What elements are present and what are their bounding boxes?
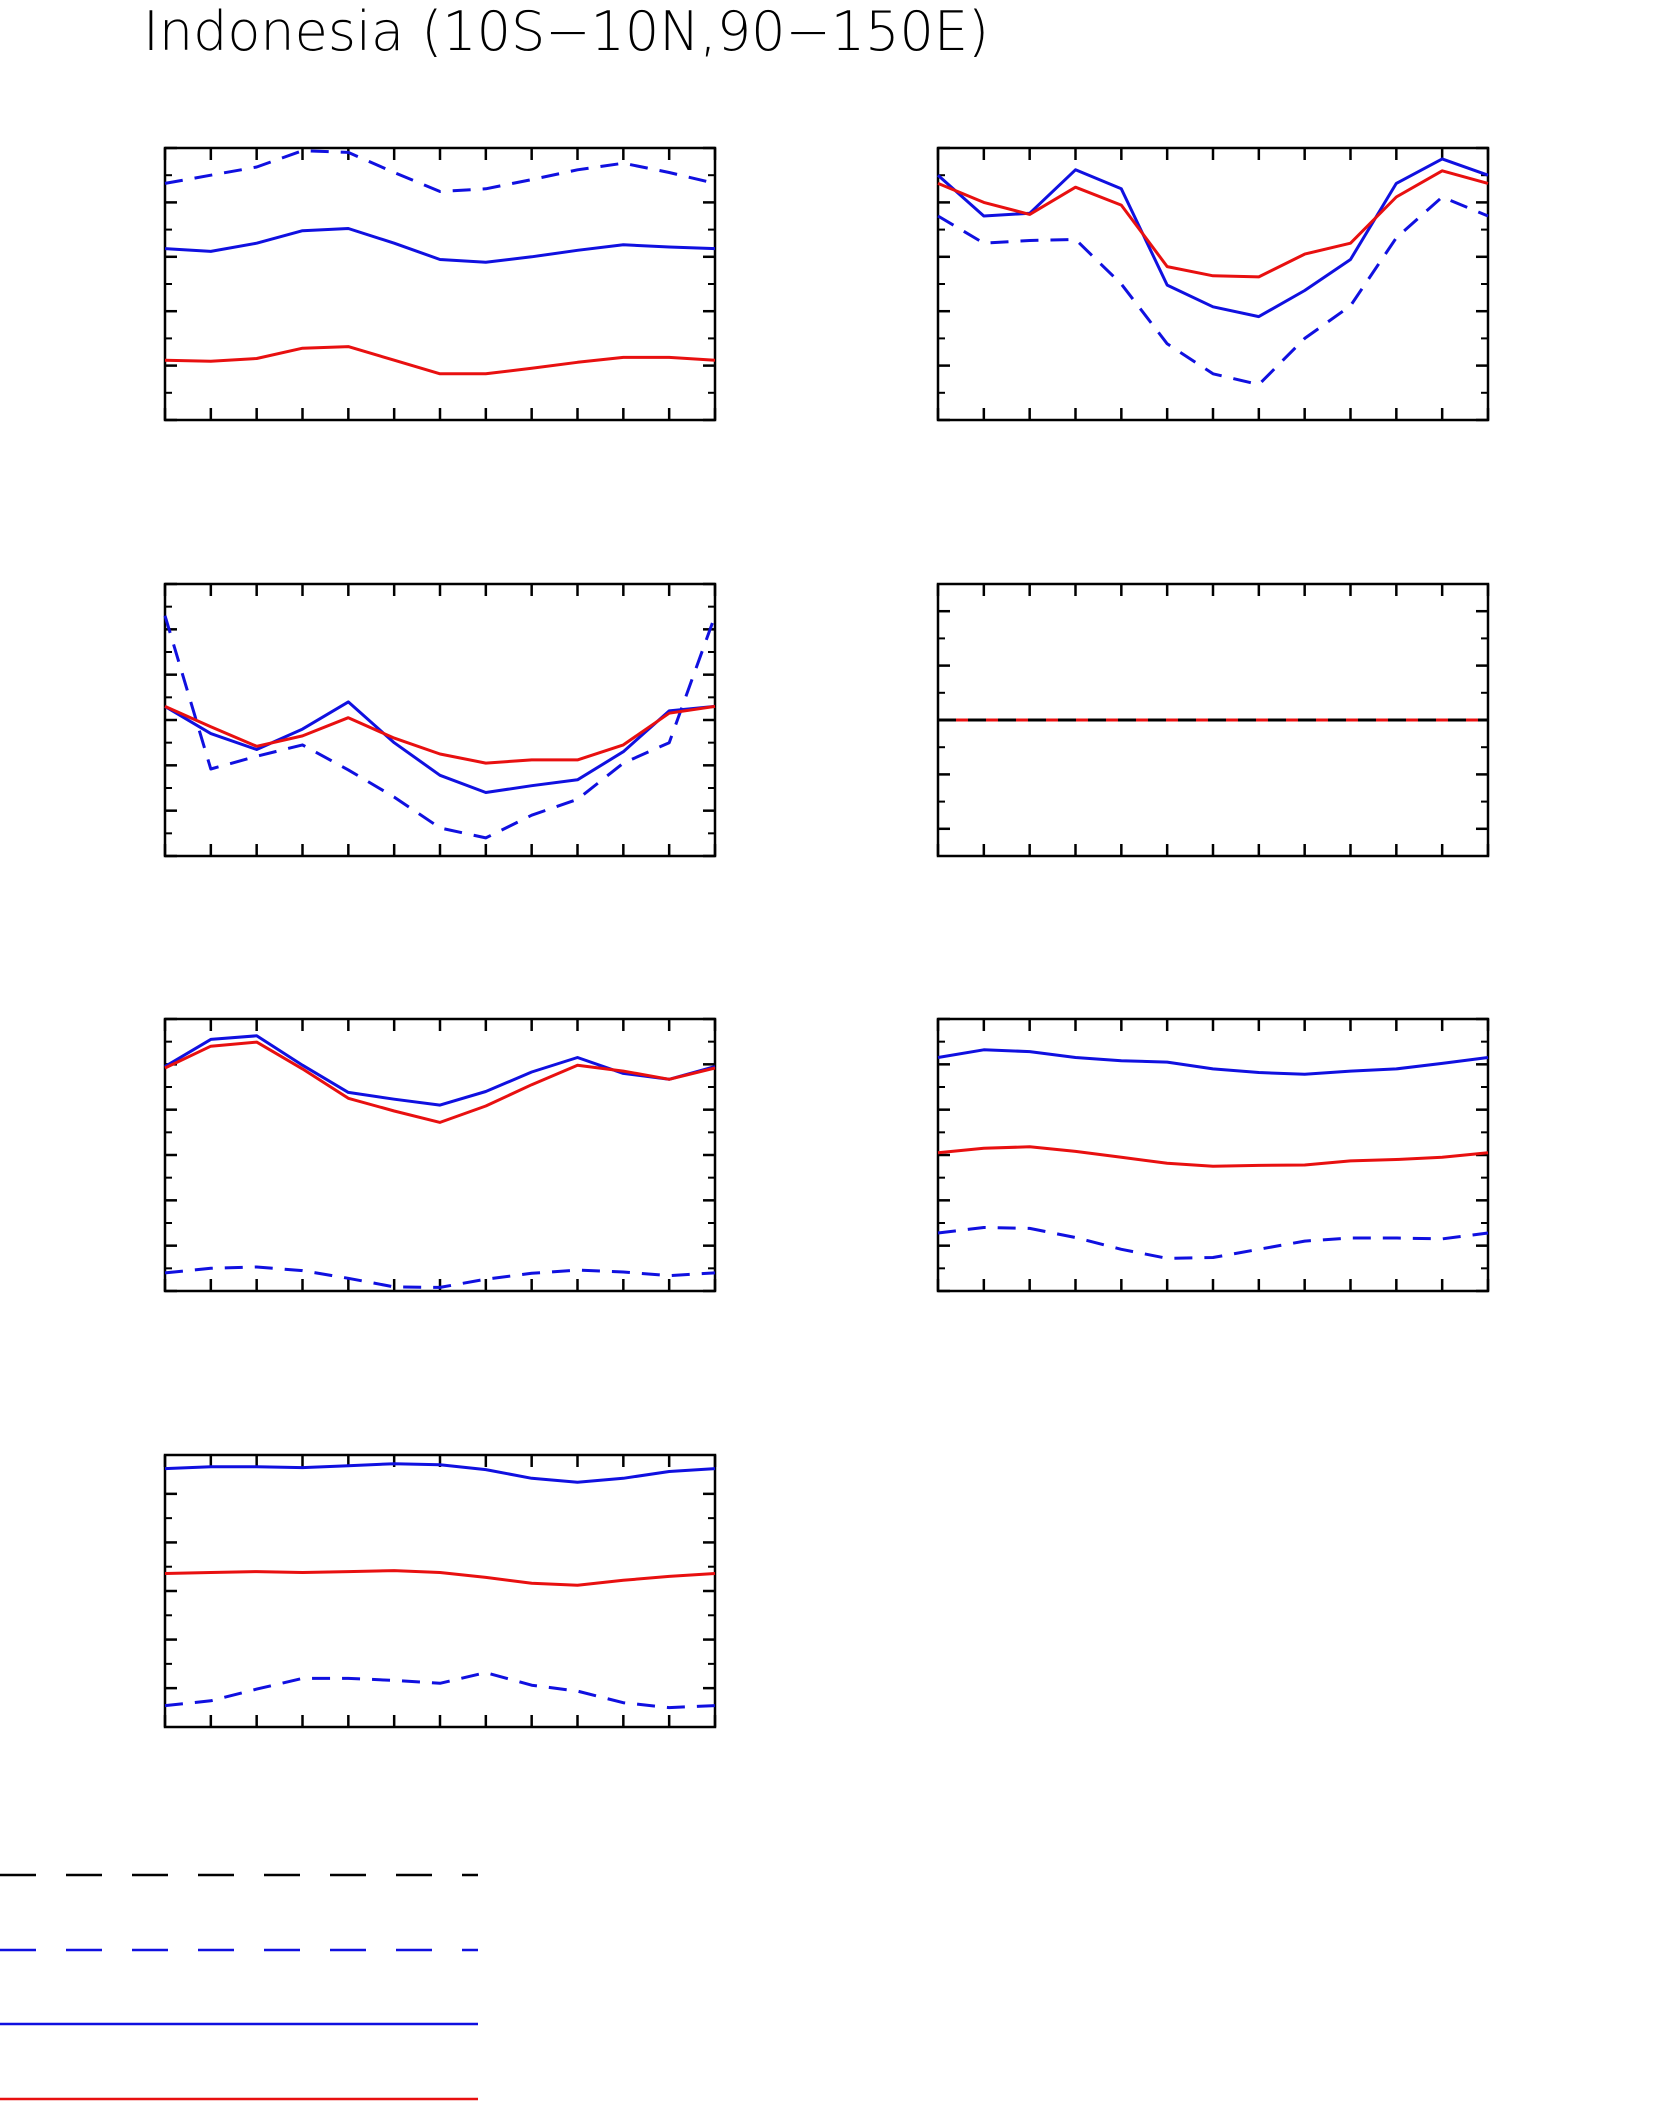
series-line-2 bbox=[937, 157, 1489, 319]
series-line-1 bbox=[164, 149, 716, 193]
legend bbox=[0, 1873, 478, 2101]
series-line-2 bbox=[164, 227, 716, 264]
series-line-1 bbox=[163, 615, 717, 840]
plot-frame bbox=[936, 1017, 1490, 1293]
series-line-3 bbox=[164, 1040, 716, 1124]
chart-panel-5 bbox=[163, 1017, 717, 1293]
series-line-1 bbox=[164, 1671, 716, 1710]
chart-panel-3 bbox=[163, 582, 717, 858]
series-line-3 bbox=[164, 1569, 716, 1587]
plot-frame bbox=[163, 1453, 717, 1729]
series-line-1 bbox=[937, 1226, 1489, 1260]
chart-panel-7 bbox=[163, 1453, 717, 1729]
series-line-3 bbox=[164, 704, 716, 765]
series-line-3 bbox=[164, 345, 716, 376]
plot-frame bbox=[163, 1017, 717, 1293]
chart-panel-4 bbox=[936, 582, 1490, 858]
chart-panels bbox=[163, 146, 1490, 1729]
plot-frame bbox=[163, 146, 717, 422]
series-line-1 bbox=[937, 195, 1489, 387]
series-line-3 bbox=[937, 169, 1489, 279]
series-line-1 bbox=[164, 1265, 716, 1289]
page-title: Indonesia (10S−10N,90−150E) bbox=[143, 0, 989, 63]
chart-panel-2 bbox=[936, 146, 1490, 422]
series-line-2 bbox=[164, 1462, 716, 1484]
series-line-2 bbox=[164, 1034, 716, 1107]
plot-frame bbox=[936, 146, 1490, 422]
series-line-2 bbox=[937, 1048, 1489, 1076]
series-line-3 bbox=[937, 1145, 1489, 1168]
series-line-2 bbox=[164, 700, 716, 794]
chart-panel-1 bbox=[163, 146, 717, 422]
plot-frame bbox=[163, 582, 717, 858]
chart-panel-6 bbox=[936, 1017, 1490, 1293]
